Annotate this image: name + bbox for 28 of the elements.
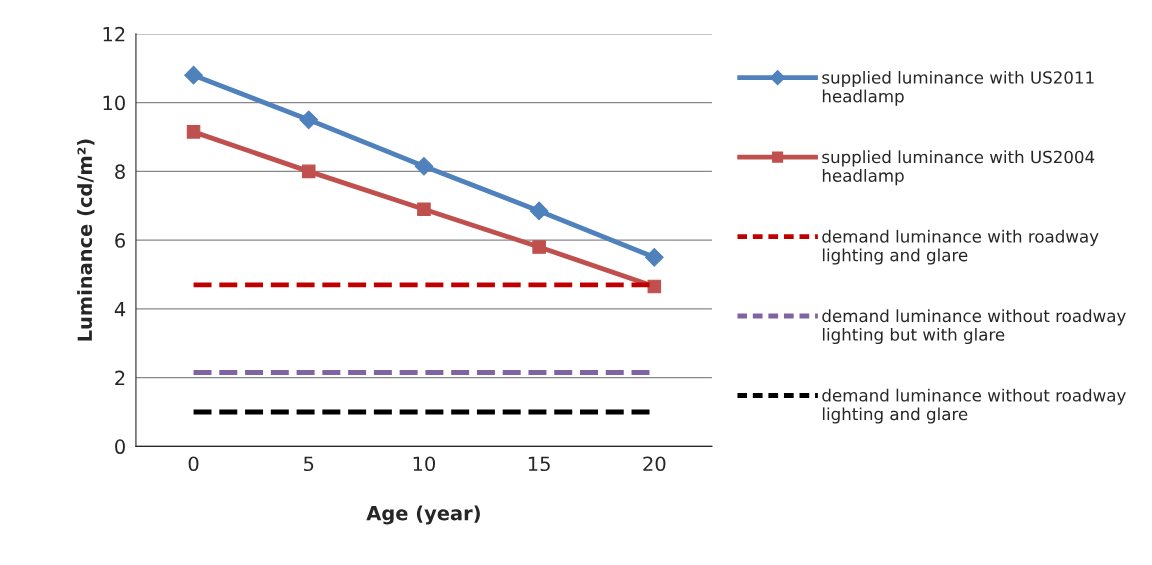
point: [532, 240, 546, 254]
legend-label: demand luminance without roadway lighting and glare: [822, 388, 1126, 424]
x-tick-label: 5: [304, 456, 314, 472]
x-tick-label: 10: [413, 456, 436, 472]
x-tick-label: 0: [188, 456, 199, 472]
y-tick-label: 8: [115, 164, 125, 180]
point: [414, 156, 434, 176]
point: [301, 164, 316, 179]
x-tick-label: 20: [643, 456, 666, 472]
y-tick-label: 6: [115, 233, 125, 248]
y-tick-label: 0: [115, 439, 125, 455]
y-tick-label: 12: [103, 26, 125, 42]
x-axis-title: Age (year): [366, 505, 480, 525]
y-tick-label: 2: [115, 370, 125, 385]
point: [417, 202, 431, 216]
point: [184, 65, 203, 85]
point: [186, 125, 201, 139]
point: [529, 201, 549, 221]
y-axis-title: Luminance (cd/m²): [77, 139, 95, 341]
legend-label: supplied luminance with US2011 headlamp: [822, 70, 1094, 106]
y-tick-label: 10: [103, 95, 125, 111]
y-tick-label: 4: [114, 302, 126, 317]
x-tick-label: 15: [528, 456, 550, 472]
point: [299, 110, 319, 130]
legend-label: supplied luminance with US2004 headlamp: [822, 150, 1095, 186]
legend-label: demand luminance with roadway lighting and glare: [822, 229, 1099, 265]
point: [644, 247, 664, 267]
legend-label: demand luminance without roadway lighting but with glare: [822, 309, 1126, 345]
